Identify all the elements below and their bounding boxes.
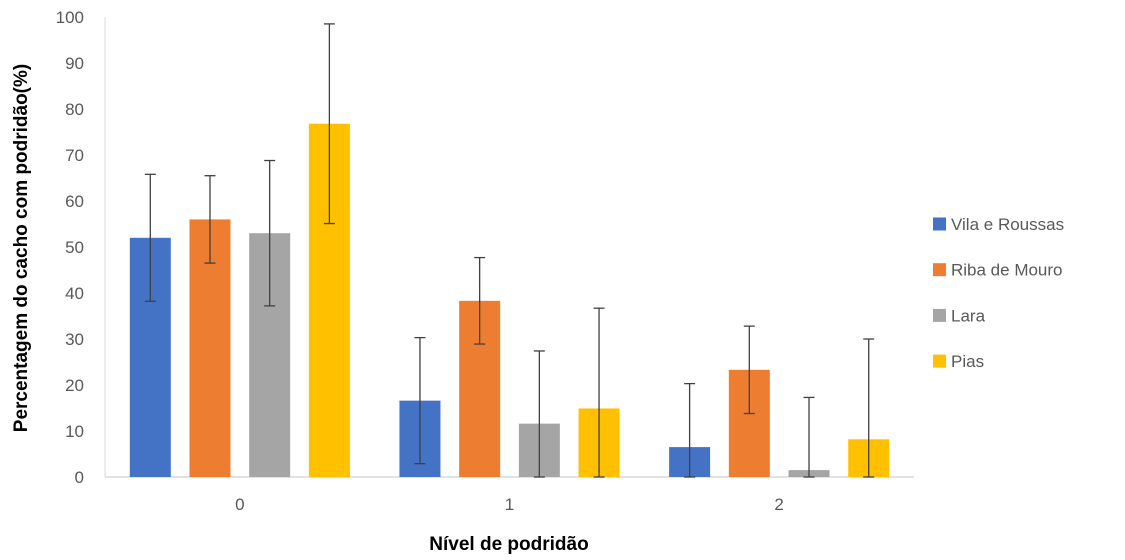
legend-label: Pias <box>951 352 984 371</box>
y-tick-label: 80 <box>65 100 84 119</box>
y-tick-label: 30 <box>65 330 84 349</box>
legend-label: Lara <box>951 306 986 325</box>
y-tick-label: 40 <box>65 284 84 303</box>
legend: Vila e Roussas Riba de Mouro Lara Pias <box>933 215 1064 371</box>
legend-swatch <box>933 354 946 368</box>
x-axis-title: Nível de podridão <box>429 534 588 555</box>
x-tick-labels: 0 1 2 <box>235 495 784 514</box>
bars <box>129 123 890 477</box>
y-tick-label: 50 <box>65 238 84 257</box>
error-bars <box>144 23 875 478</box>
legend-swatch <box>933 217 946 231</box>
y-tick-label: 90 <box>65 54 84 73</box>
y-tick-label: 10 <box>65 422 84 441</box>
y-tick-label: 20 <box>65 376 84 395</box>
legend-label: Vila e Roussas <box>951 215 1064 234</box>
y-axis-title: Percentagem do cacho com podridão(%) <box>11 64 32 432</box>
y-tick-labels: 0 10 20 30 40 50 60 70 80 90 100 <box>56 8 84 487</box>
x-tick-label: 0 <box>235 495 244 514</box>
x-tick-label: 2 <box>774 495 783 514</box>
x-tick-label: 1 <box>505 495 514 514</box>
legend-swatch <box>933 308 946 322</box>
y-tick-label: 0 <box>75 468 84 487</box>
y-tick-label: 70 <box>65 146 84 165</box>
legend-label: Riba de Mouro <box>951 261 1063 280</box>
y-tick-label: 100 <box>56 8 84 27</box>
legend-swatch <box>933 263 946 277</box>
y-tick-label: 60 <box>65 192 84 211</box>
